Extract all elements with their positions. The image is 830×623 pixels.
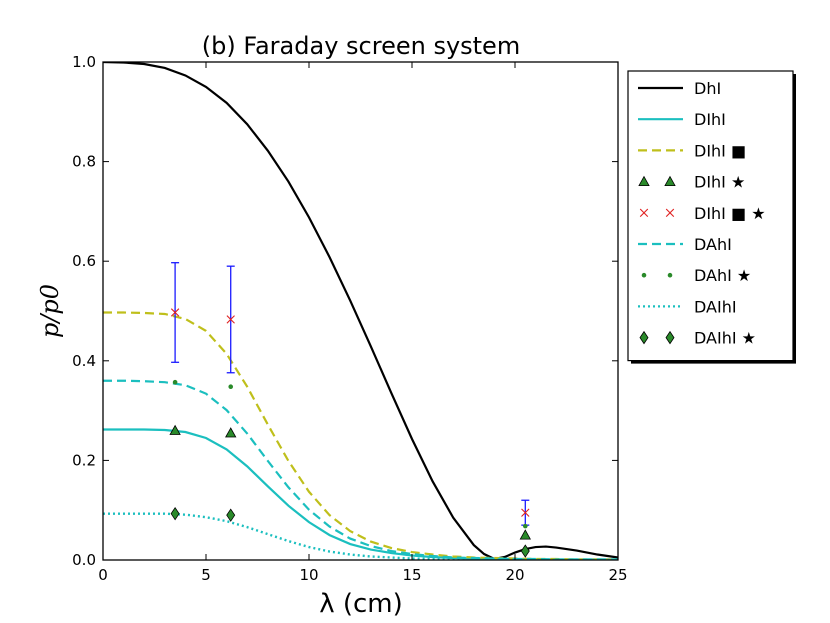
series-4-dihi--point-2 — [521, 508, 530, 517]
series-8-daihi--legend-marker-a — [639, 330, 649, 345]
series-1-dihi-legend-label: DIhI — [694, 110, 726, 129]
legend-entry-6: DAhI ★ — [641, 266, 751, 285]
legend-entry-0: DhI — [638, 79, 721, 98]
series-5-dahi-legend-label: DAhI — [694, 235, 732, 254]
series-2-dihi--legend-label: DIhI ■ — [694, 141, 746, 160]
series-8-daihi--point-2 — [520, 544, 530, 558]
series-7-daihi-line — [103, 512, 618, 560]
series-7-daihi-legend-label: DAIhI — [694, 297, 737, 316]
legend-entry-2: DIhI ■ — [638, 141, 746, 160]
plot-frame — [102, 61, 619, 561]
series-4-dihi--legend-marker-b — [665, 208, 675, 217]
series-1-dihi-line — [103, 428, 618, 560]
series-8-daihi--legend-label: DAIhI ★ — [694, 329, 756, 348]
plot-area — [103, 62, 618, 560]
series-8-daihi--point-1 — [226, 508, 236, 522]
series-0-dhi-line — [103, 62, 618, 560]
y-tick-label-3: 0.6 — [72, 252, 96, 270]
y-tick-label-1: 0.2 — [72, 451, 96, 469]
x-tick-label-4: 20 — [505, 566, 524, 584]
y-axis-label: p/p0 — [36, 284, 64, 338]
x-tick-label-3: 15 — [402, 566, 421, 584]
legend-entry-5: DAhI — [638, 235, 732, 254]
series-3-dihi--legend-marker-a — [638, 175, 650, 187]
series-0-dhi-legend-label: DhI — [694, 79, 721, 98]
x-axis-label: λ (cm) — [319, 589, 403, 619]
y-tick-label-2: 0.4 — [72, 352, 96, 370]
x-tick-label-0: 0 — [98, 566, 108, 584]
x-tick-label-1: 5 — [201, 566, 211, 584]
legend-entry-3: DIhI ★ — [638, 173, 745, 192]
legend-entry-8: DAIhI ★ — [639, 329, 756, 348]
series-4-dihi--legend-marker-a — [639, 208, 649, 217]
legend-entry-1: DIhI — [638, 110, 726, 129]
series-6-dahi--point-1 — [228, 384, 234, 389]
series-8-daihi--legend-marker-b — [665, 330, 675, 345]
series-4-dihi--legend-label: DIhI ■ ★ — [694, 204, 766, 223]
series-6-dahi--legend-marker-a — [641, 272, 647, 278]
y-tick-label-5: 1.0 — [72, 53, 96, 71]
series-8-daihi--point-0 — [170, 506, 180, 521]
series-3-dihi--legend-label: DIhI ★ — [694, 173, 745, 192]
x-tick-label-5: 25 — [608, 566, 627, 584]
x-tick-label-2: 10 — [299, 566, 318, 584]
legend-entry-4: DIhI ■ ★ — [639, 204, 766, 223]
series-3-dihi--point-0 — [169, 424, 181, 435]
series-6-dahi--point-0 — [172, 379, 178, 385]
legend-entry-7: DAIhI — [638, 297, 737, 316]
axes: 0 5 10 15 20 25 0.0 0.2 0.4 0.6 0.8 1.0 — [72, 53, 627, 584]
series-4-dihi--point-0 — [170, 308, 180, 317]
series-3-dihi--point-1 — [225, 427, 237, 438]
series-4-dihi--point-1 — [226, 315, 235, 324]
series-6-dahi--legend-label: DAhI ★ — [694, 266, 751, 285]
y-tick-label-4: 0.8 — [72, 153, 96, 171]
legend: DhI DIhI DIhI ■ DIhI ★ DIhI ■ ★ DAhI DAhI ★ DAI… — [627, 70, 796, 364]
series-5-dahi-line — [103, 379, 618, 560]
series-6-dahi--point-2 — [523, 523, 528, 529]
chart-title: (b) Faraday screen system — [202, 32, 520, 60]
series-3-dihi--point-2 — [519, 529, 531, 540]
series-2-dihi--line — [103, 311, 618, 560]
series-6-dahi--legend-marker-b — [667, 272, 673, 278]
y-tick-label-0: 0.0 — [72, 551, 96, 569]
series-3-dihi--legend-marker-b — [664, 175, 676, 187]
